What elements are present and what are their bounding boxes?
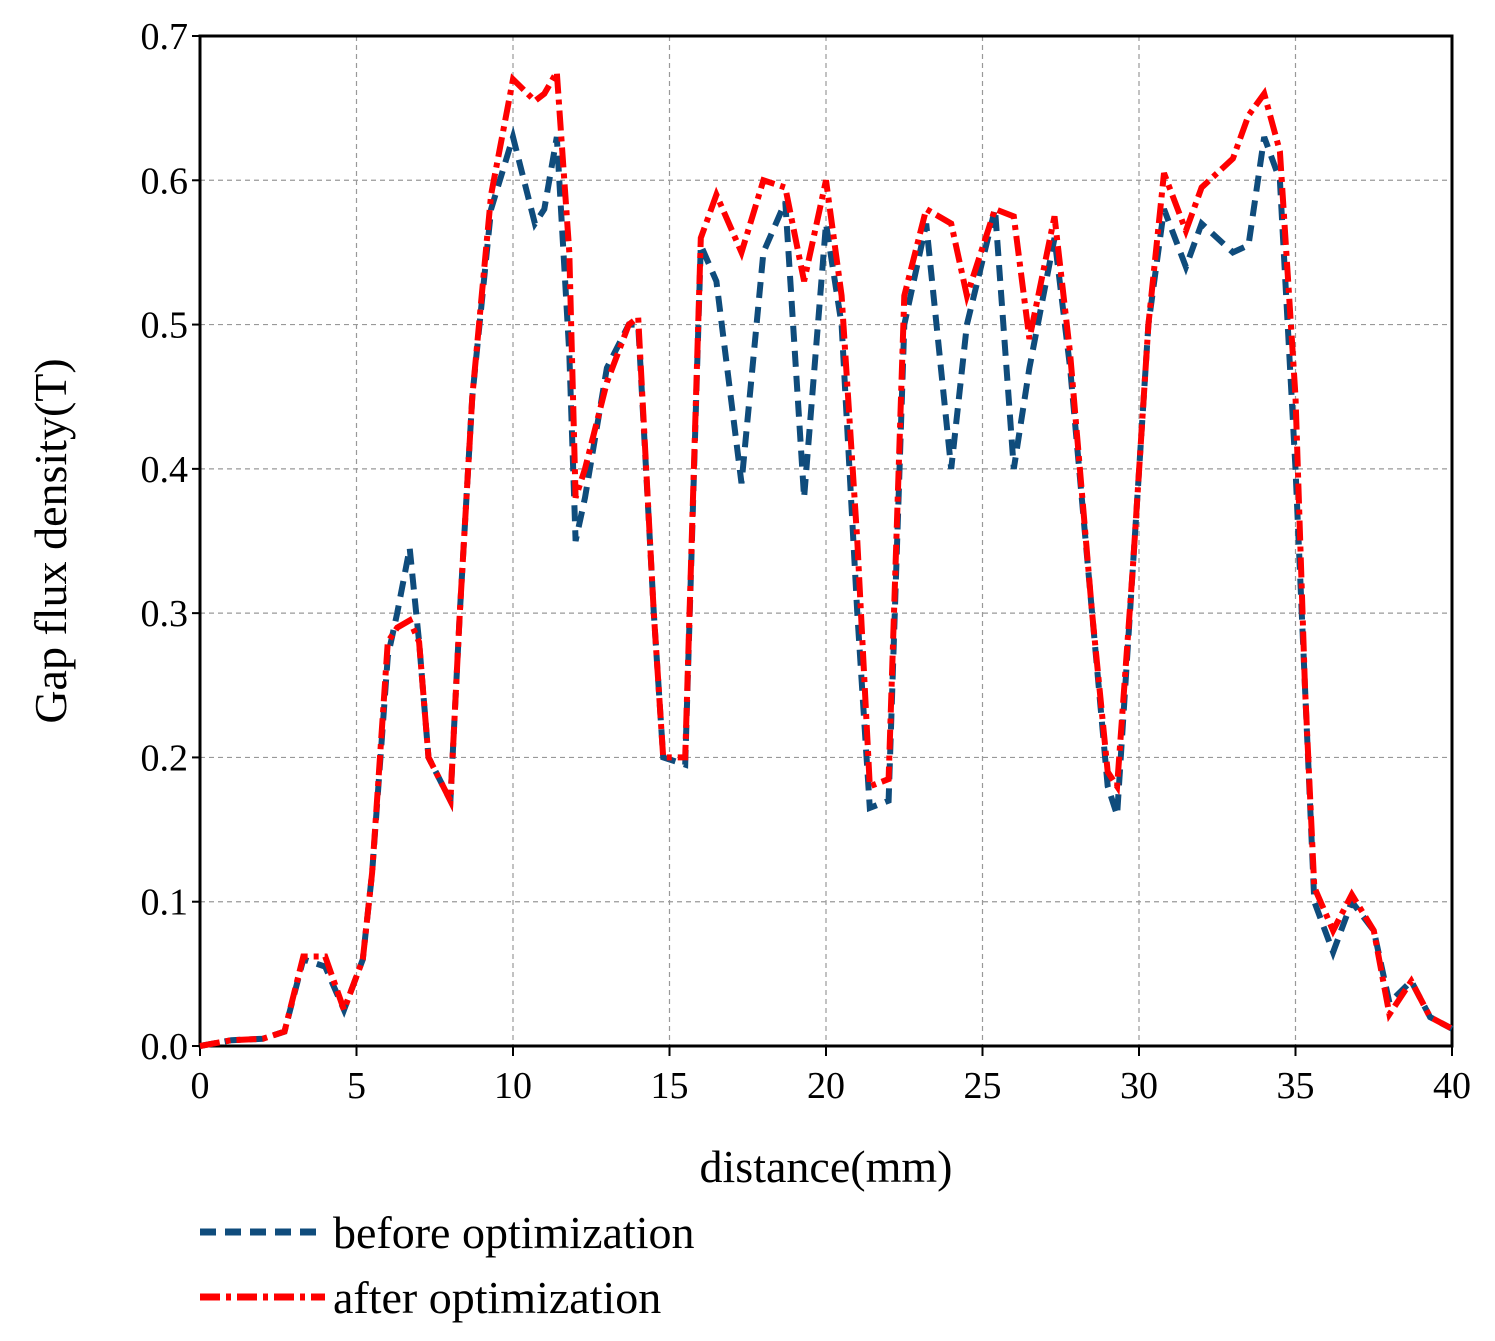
data-line	[199, 125, 1454, 1049]
x-tick-label: 15	[651, 1065, 689, 1107]
x-tick-label: 30	[1120, 1065, 1158, 1107]
y-tick-label: 0.0	[141, 1026, 189, 1068]
y-axis-label: Gap flux density(T)	[25, 358, 76, 723]
x-tick-label: 10	[494, 1065, 532, 1107]
x-tick-label: 35	[1277, 1065, 1315, 1107]
x-tick-label: 0	[191, 1065, 210, 1107]
data-line	[199, 62, 1454, 1049]
x-tick-label: 25	[964, 1065, 1002, 1107]
y-tick-label: 0.3	[141, 593, 189, 635]
plot-frame	[198, 34, 1454, 1048]
x-axis-label: distance(mm)	[700, 1141, 953, 1192]
y-tick-label: 0.5	[141, 305, 189, 347]
y-tick-label: 0.7	[141, 16, 189, 58]
y-tick-label: 0.1	[141, 882, 189, 924]
x-tick-label: 20	[807, 1065, 845, 1107]
x-tick-label: 5	[347, 1065, 366, 1107]
y-tick-label: 0.4	[141, 449, 189, 491]
legend-label: before optimization	[333, 1207, 695, 1258]
legend-label: after optimization	[333, 1272, 661, 1323]
y-tick-label: 0.6	[141, 160, 189, 202]
x-tick-label: 40	[1433, 1065, 1471, 1107]
y-tick-label: 0.2	[141, 737, 189, 779]
